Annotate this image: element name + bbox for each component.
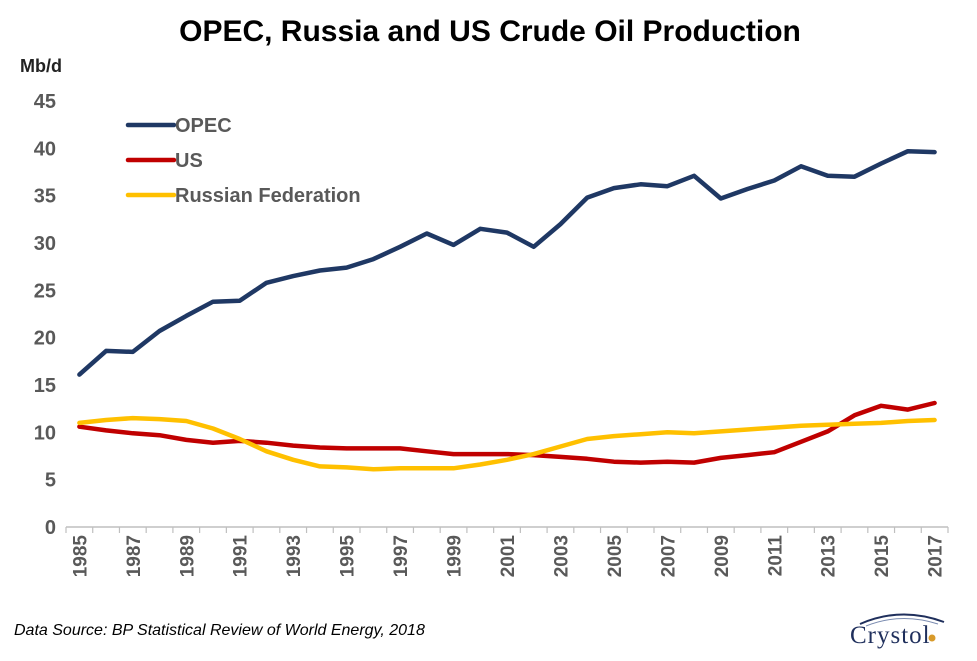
x-tick-label: 2003: [551, 535, 572, 577]
chart-title: OPEC, Russia and US Crude Oil Production: [179, 15, 801, 48]
y-tick-label: 40: [34, 138, 56, 160]
x-tick-label: 2013: [819, 535, 840, 577]
series-line-russian-federation: [77, 415, 937, 472]
x-tick-label: 2017: [926, 535, 947, 577]
y-tick-label: 25: [34, 280, 56, 302]
y-tick-label: 35: [34, 186, 56, 208]
x-tick-label: 1991: [231, 535, 252, 578]
x-tick-label: 1987: [124, 535, 145, 577]
y-axis-unit-label: Mb/d: [20, 56, 62, 76]
y-tick-label: 10: [34, 422, 56, 444]
legend-label-opec: OPEC: [175, 115, 232, 137]
y-tick-label: 20: [34, 328, 56, 350]
x-tick-label: 2015: [872, 535, 893, 578]
series-line-opec: [77, 148, 937, 377]
x-tick-label: 2009: [712, 535, 733, 577]
y-tick-label: 45: [34, 91, 56, 113]
logo-swoosh-icon: [859, 613, 945, 642]
legend-label-russian-federation: Russian Federation: [175, 185, 361, 207]
x-tick-label: 1999: [445, 535, 466, 577]
x-tick-label: 2005: [605, 535, 626, 578]
x-tick-label: 2001: [498, 535, 519, 578]
y-tick-label: 15: [34, 375, 56, 397]
y-axis-ticks: 0 5 10 15 20 25 30 35 40 45: [34, 91, 56, 539]
x-tick-label: 2007: [658, 535, 679, 577]
x-tick-label: 2011: [765, 535, 786, 577]
x-tick-label: 1997: [391, 535, 412, 577]
y-tick-label: 5: [45, 470, 56, 492]
x-tick-label: 1995: [338, 535, 359, 578]
x-tick-label: 1993: [284, 535, 305, 577]
x-tick-label: 1985: [70, 535, 91, 578]
y-tick-label: 30: [34, 233, 56, 255]
legend-label-us: US: [175, 150, 203, 172]
series-lines: [77, 148, 937, 472]
series-line-us: [77, 400, 937, 465]
crystol-logo: Crystol: [846, 608, 958, 654]
legend: OPEC US Russian Federation: [125, 115, 361, 207]
x-axis: 1985 1987 1989 1991 1993 1995 1997 1999 2001 2003…: [65, 526, 949, 578]
x-tick-label: 1989: [177, 535, 198, 577]
logo-text: Crystol: [850, 622, 931, 649]
y-tick-label: 0: [45, 517, 56, 539]
data-source-note: Data Source: BP Statistical Review of Wo…: [14, 622, 425, 639]
